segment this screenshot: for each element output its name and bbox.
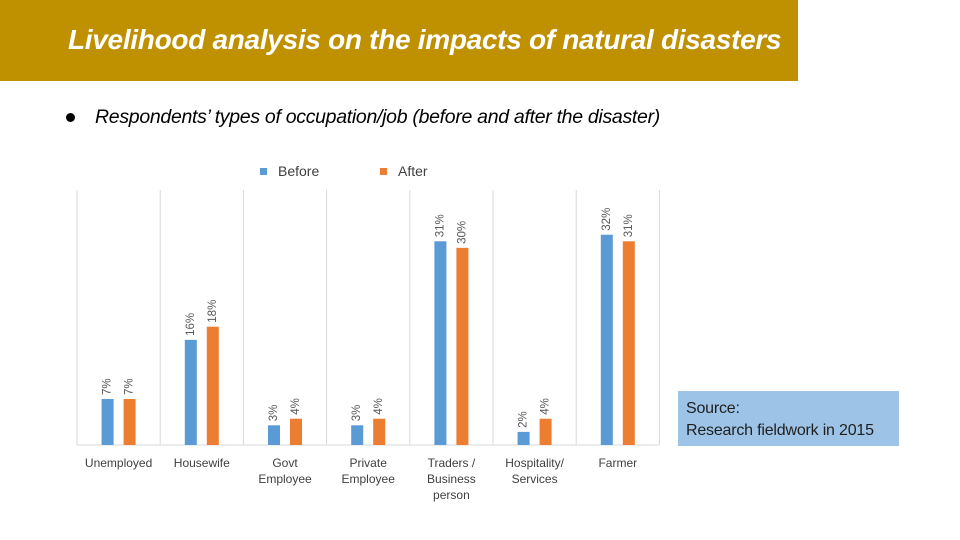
data-label-before-6: 2% [518,411,530,428]
category-label: Services [512,472,558,486]
bar-before-3 [268,425,280,445]
bar-before-7 [600,234,613,445]
bar-before-1 [101,399,114,445]
bar-after-2 [206,326,219,445]
legend-label-before: Before [278,163,319,179]
slide-title: Livelihood analysis on the impacts of na… [68,24,782,55]
data-label-before-5: 31% [434,214,446,237]
category-label: Private [350,456,388,470]
category-label: Business [427,472,476,486]
data-label-before-4: 3% [351,405,363,422]
bar-after-5 [456,247,469,445]
occupation-bar-chart: 7% 7% Unemployed 16% 18% Housewife 3% 4% Govt Emp… [76,163,660,502]
bar-after-6 [539,418,552,445]
category-label: Unemployed [85,456,152,470]
bar-after-4 [373,418,386,445]
data-label-after-4: 4% [373,398,385,415]
legend-label-after: After [398,163,428,179]
category-label: Traders / [428,456,476,470]
title-banner: Livelihood analysis on the impacts of na… [0,0,798,81]
bullet-text: Respondents’ types of occupation/job (be… [95,106,660,128]
legend-swatch-after [380,168,387,175]
data-label-after-7: 31% [623,214,635,237]
bar-before-5 [434,241,447,445]
bar-after-3 [290,418,302,445]
bullet-dot-icon [66,113,75,122]
data-label-after-6: 4% [540,398,552,415]
category-label: Hospitality/ [505,456,564,470]
data-label-before-3: 3% [268,405,280,422]
bar-after-1 [123,399,136,445]
data-label-after-2: 18% [207,300,219,323]
bar-before-6 [517,431,530,445]
source-box: Source: Research fieldwork in 2015 [678,391,899,446]
category-label: Employee [258,472,312,486]
data-label-after-5: 30% [456,221,468,244]
data-label-before-2: 16% [185,313,197,336]
data-label-before-7: 32% [601,208,613,231]
data-label-after-3: 4% [290,398,302,415]
bar-before-4 [351,425,364,445]
legend-swatch-before [260,168,267,175]
source-label: Source: [686,400,740,417]
data-label-after-1: 7% [124,378,136,395]
category-label: person [433,488,470,502]
bullet-point: Respondents’ types of occupation/job (be… [66,106,660,129]
bar-before-2 [184,339,197,445]
category-label: Govt [272,456,298,470]
data-label-before-1: 7% [102,378,114,395]
category-label: Farmer [598,456,637,470]
source-text: Research fieldwork in 2015 [686,422,874,439]
bar-after-7 [622,241,635,445]
category-label: Employee [342,472,396,486]
category-label: Housewife [174,456,230,470]
